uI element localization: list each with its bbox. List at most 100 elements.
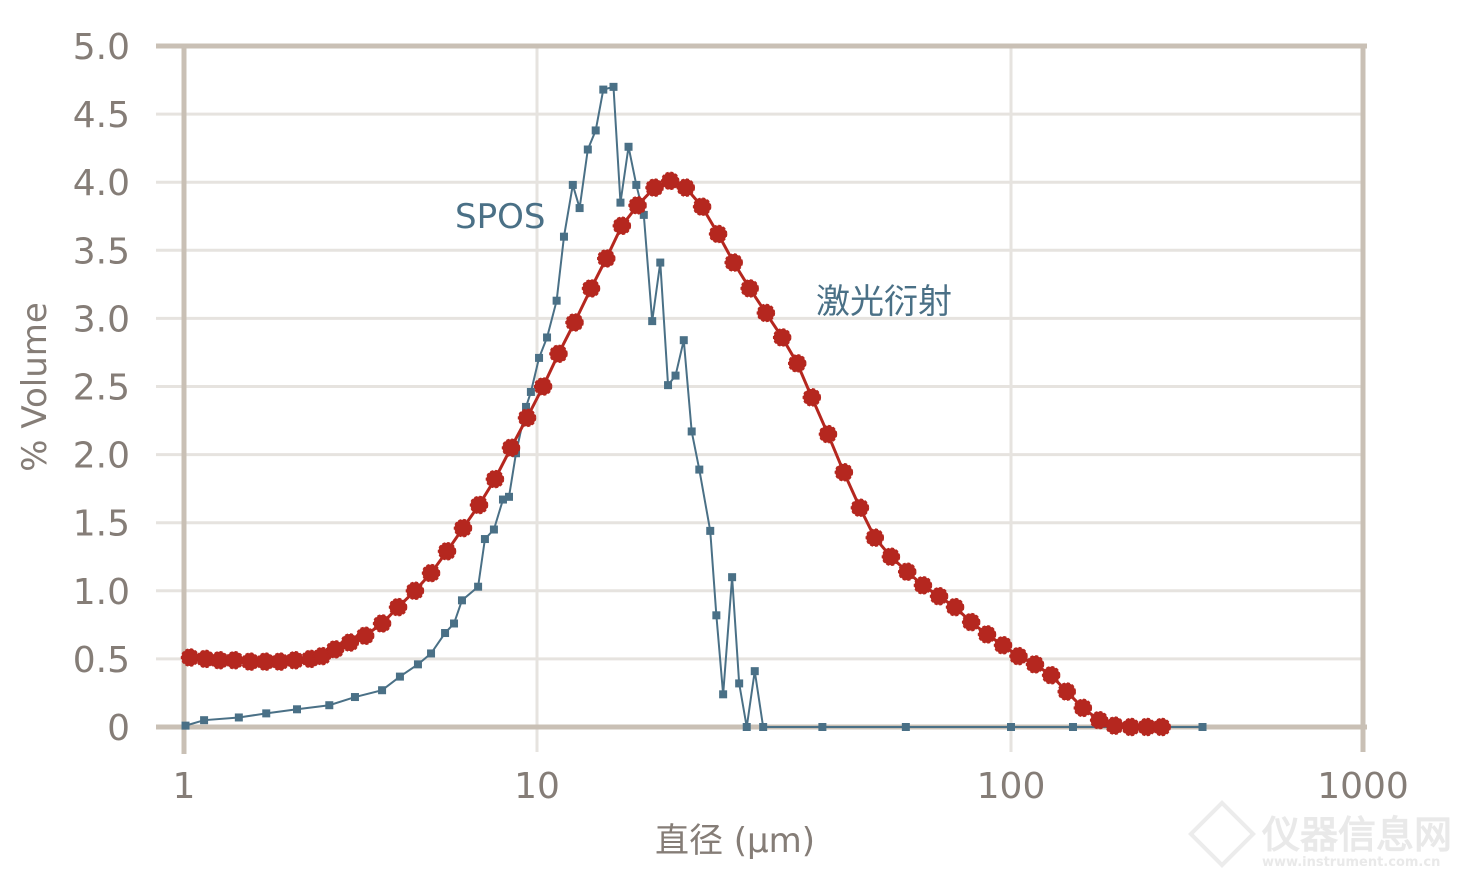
data-point: [552, 296, 561, 305]
data-point: [676, 178, 696, 197]
data-point: [1121, 717, 1141, 737]
data-point: [639, 210, 648, 219]
series-label-spos: SPOS: [455, 197, 545, 237]
x-tick-label: 10: [514, 766, 560, 807]
data-point: [480, 535, 489, 544]
data-point: [549, 344, 568, 364]
data-point: [350, 693, 359, 702]
data-point: [1009, 646, 1028, 666]
data-point: [450, 619, 459, 628]
y-tick-label: 1.5: [73, 504, 130, 545]
data-point: [628, 196, 647, 215]
data-point: [535, 353, 544, 362]
series-group: [180, 82, 1207, 737]
data-point: [1025, 655, 1045, 674]
data-point: [802, 388, 822, 407]
data-point: [262, 709, 271, 718]
data-point: [616, 198, 625, 207]
data-point: [865, 528, 885, 547]
data-point: [378, 686, 387, 695]
data-point: [405, 581, 425, 601]
data-point: [624, 142, 633, 151]
y-tick-label: 4.5: [73, 95, 130, 136]
data-point: [457, 596, 466, 605]
data-point: [740, 279, 759, 298]
data-point: [181, 721, 190, 730]
data-point: [583, 145, 592, 154]
data-point: [485, 469, 505, 489]
data-point: [437, 542, 457, 561]
data-point: [719, 690, 728, 699]
y-tick-label: 5.0: [73, 27, 130, 68]
data-point: [498, 495, 507, 504]
data-point: [441, 629, 450, 638]
x-axis-label: 直径 (μm): [655, 821, 815, 861]
data-point: [413, 660, 422, 669]
series-label-laser-diffraction: 激光衍射: [816, 282, 952, 322]
data-point: [533, 377, 553, 396]
data-point: [612, 216, 632, 236]
data-point: [679, 336, 688, 345]
data-point: [645, 178, 664, 197]
data-point: [692, 197, 712, 216]
data-point: [708, 224, 728, 244]
series-spos: [181, 82, 1207, 731]
data-point: [772, 328, 792, 347]
data-point: [340, 633, 360, 652]
y-axis-label: % Volume: [15, 302, 55, 472]
data-point: [695, 465, 704, 474]
data-point: [1089, 710, 1109, 730]
data-point: [660, 171, 680, 191]
data-point: [597, 249, 616, 268]
data-point: [469, 495, 489, 515]
data-point: [421, 563, 441, 583]
data-point: [687, 427, 696, 436]
watermark-logo: 仪器信息网 www.instrument.com.cn: [1188, 800, 1452, 870]
x-tick-label: 1: [173, 766, 196, 807]
data-point: [913, 576, 933, 595]
watermark-text: 仪器信息网: [1261, 813, 1452, 857]
data-point: [285, 651, 305, 670]
data-point: [671, 371, 680, 380]
data-point: [489, 525, 498, 534]
data-point: [712, 611, 721, 620]
data-point: [724, 253, 743, 272]
data-point: [664, 381, 673, 390]
data-point: [756, 303, 776, 323]
data-point: [735, 679, 744, 688]
data-point: [501, 438, 521, 458]
series-laser-diffraction: [180, 171, 1171, 737]
data-point: [728, 573, 737, 582]
data-point: [901, 723, 910, 731]
x-tick-label: 1000: [1317, 766, 1409, 807]
data-point: [1073, 698, 1093, 718]
x-tick-labels: 1 10 100 1000: [173, 766, 1409, 807]
data-point: [1007, 723, 1015, 731]
data-point: [759, 723, 768, 731]
data-point: [522, 402, 531, 411]
data-point: [1041, 665, 1061, 685]
data-point: [575, 204, 584, 213]
data-point: [632, 180, 641, 189]
data-point: [565, 313, 584, 332]
data-point: [293, 705, 302, 714]
y-tick-label: 1.0: [73, 572, 130, 613]
data-point: [453, 518, 473, 538]
data-point: [648, 317, 657, 326]
data-point: [543, 333, 552, 342]
data-point: [517, 408, 537, 428]
x-tick-label: 100: [977, 766, 1046, 807]
data-point: [504, 492, 513, 501]
data-point: [427, 649, 436, 658]
data-point: [568, 180, 577, 189]
y-tick-label: 0: [107, 708, 130, 749]
data-point: [559, 232, 568, 241]
data-point: [180, 648, 200, 667]
data-point: [897, 562, 917, 581]
data-point: [388, 597, 408, 617]
data-point: [706, 526, 715, 535]
data-point: [993, 636, 1013, 655]
data-point: [526, 387, 535, 396]
data-point: [581, 279, 601, 298]
